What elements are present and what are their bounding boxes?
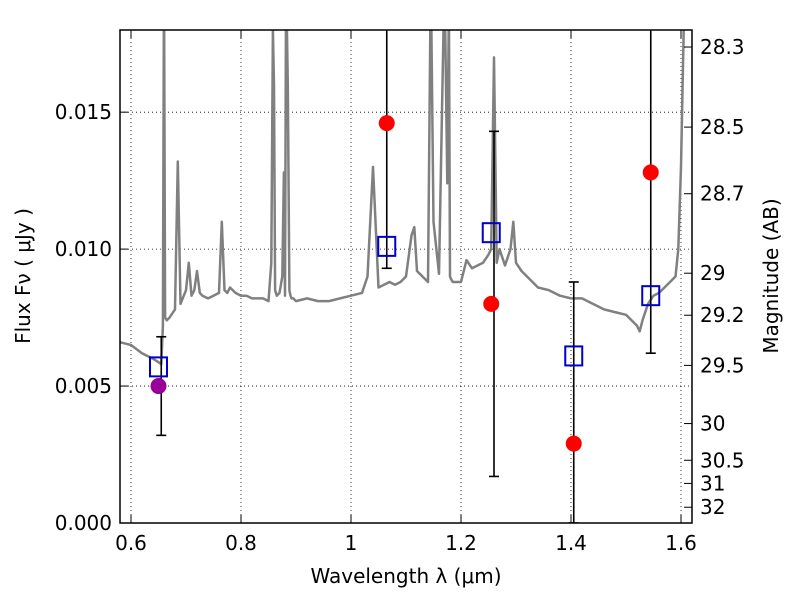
model-square [481, 222, 501, 244]
flux-point [565, 435, 582, 452]
magnitude-tick-label: 29 [700, 261, 725, 285]
plot-area [120, 30, 685, 523]
y-tick-label: 0.015 [55, 100, 112, 124]
x-tick-label: 1.4 [555, 531, 587, 555]
flux-point [378, 115, 395, 132]
x-axis-label: Wavelength λ (μm) [310, 564, 501, 588]
flux-point [642, 164, 659, 181]
magnitude-tick-label: 30 [700, 412, 725, 436]
magnitude-tick-label: 28.5 [700, 115, 745, 139]
magnitude-tick-label: 28.3 [700, 35, 745, 59]
magnitude-tick-label: 32 [700, 495, 725, 519]
y-axis-label: Flux Fν ( μJy ) [11, 208, 35, 344]
grid [120, 30, 692, 523]
y-tick-label: 0.000 [55, 511, 112, 535]
magnitude-tick-label: 29.5 [700, 353, 745, 377]
magnitude-tick-label: 28.7 [700, 182, 745, 206]
magnitude-tick-label: 31 [700, 471, 725, 495]
x-tick-label: 1.2 [445, 531, 477, 555]
y-tick-label: 0.010 [55, 237, 112, 261]
x-tick-label: 0.8 [225, 531, 257, 555]
axes: 0.6 0.8 1 1.2 1.4 1.6 0.000 0.005 0.010 0.015 28.3… [55, 30, 745, 555]
flux-point [150, 378, 167, 395]
flux-point [483, 295, 500, 312]
model-square [377, 235, 397, 257]
y-tick-label: 0.005 [55, 374, 112, 398]
x-tick-label: 0.6 [115, 531, 147, 555]
magnitude-tick-label: 29.2 [700, 303, 745, 327]
magnitude-tick-label: 30.5 [700, 448, 745, 472]
right-axis-label: Magnitude (AB) [759, 198, 783, 353]
x-tick-label: 1 [345, 531, 358, 555]
spectrum-line [120, 30, 685, 366]
model-square [149, 356, 168, 378]
x-tick-label: 1.6 [665, 531, 697, 555]
model-square [641, 285, 661, 307]
model-square [564, 345, 584, 367]
plot-frame [119, 29, 693, 524]
